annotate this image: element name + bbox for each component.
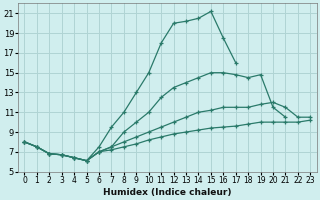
X-axis label: Humidex (Indice chaleur): Humidex (Indice chaleur) [103, 188, 232, 197]
